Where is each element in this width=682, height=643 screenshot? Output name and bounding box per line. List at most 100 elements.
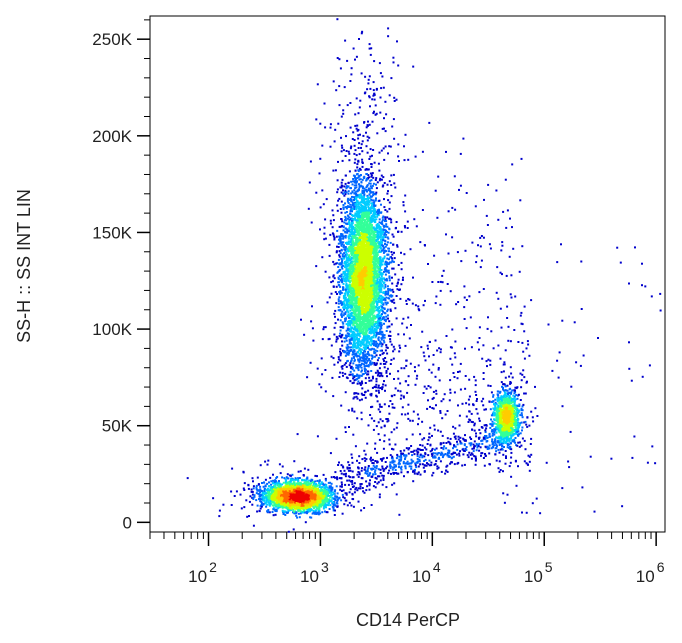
event-dot: [332, 509, 335, 512]
event-dot: [363, 194, 366, 197]
event-dot: [319, 496, 322, 499]
event-dot: [360, 240, 363, 243]
event-dot: [347, 469, 350, 472]
event-dot: [340, 181, 343, 184]
event-dot: [344, 362, 347, 365]
event-dot: [302, 474, 305, 477]
event-dot: [302, 509, 305, 511]
event-dot: [365, 320, 368, 323]
event-dot: [363, 365, 366, 368]
event-dot: [328, 485, 331, 488]
event-dot: [266, 503, 269, 506]
event-dot: [341, 483, 343, 486]
event-dot: [245, 499, 248, 502]
event-dot: [334, 504, 337, 507]
event-dot: [320, 489, 323, 492]
event-dot: [324, 270, 327, 273]
event-dot: [428, 121, 431, 124]
event-dot: [314, 505, 317, 508]
event-dot: [317, 513, 320, 516]
event-dot: [277, 502, 280, 505]
event-dot: [351, 382, 354, 385]
event-dot: [319, 512, 322, 515]
event-dot: [312, 484, 315, 487]
event-dot: [356, 166, 359, 169]
event-dot: [243, 482, 246, 485]
event-dot: [252, 497, 255, 499]
event-dot: [394, 307, 397, 310]
event-dot: [340, 277, 343, 280]
event-dot: [270, 483, 272, 486]
event-dot: [404, 194, 407, 197]
event-dot: [373, 350, 376, 353]
event-dot: [349, 290, 352, 293]
event-dot: [324, 369, 327, 371]
event-dot: [340, 490, 343, 492]
event-dot: [313, 494, 316, 497]
event-dot: [339, 225, 342, 228]
event-dot: [354, 292, 357, 295]
event-dot: [321, 486, 324, 489]
event-dot: [391, 282, 394, 285]
event-dot: [313, 489, 316, 492]
event-dot: [303, 333, 306, 336]
event-dot: [300, 482, 303, 485]
event-dot: [274, 498, 277, 501]
event-dot: [278, 495, 281, 498]
event-dot: [391, 233, 394, 236]
event-dot: [377, 295, 379, 298]
event-dot: [281, 505, 284, 508]
event-dot: [265, 499, 268, 502]
event-dot: [358, 311, 361, 314]
event-dot: [264, 478, 267, 481]
event-dot: [325, 493, 328, 496]
event-dot: [259, 489, 262, 492]
event-dot: [379, 328, 382, 331]
event-dot: [337, 160, 339, 163]
event-dot: [344, 217, 347, 220]
event-dot: [314, 474, 317, 477]
event-dot: [304, 479, 307, 482]
event-dot: [290, 508, 292, 511]
event-dot: [347, 320, 349, 323]
event-dot: [288, 490, 291, 493]
event-dot: [261, 504, 264, 506]
event-dot: [351, 319, 354, 322]
event-dot: [289, 504, 291, 507]
event-dot: [269, 496, 272, 499]
event-dot: [302, 493, 305, 496]
event-dot: [260, 498, 263, 501]
event-dot: [309, 480, 312, 483]
event-dot: [346, 351, 349, 354]
event-dot: [315, 191, 318, 194]
event-dot: [265, 494, 267, 497]
event-dot: [377, 294, 380, 297]
event-dot: [310, 497, 313, 500]
event-dot: [275, 492, 278, 495]
event-dot: [230, 504, 233, 506]
event-dot: [276, 500, 279, 503]
event-dot: [365, 186, 368, 189]
event-dot: [301, 498, 304, 501]
event-dot: [258, 489, 261, 492]
event-dot: [354, 219, 357, 222]
event-dot: [346, 504, 349, 507]
event-dot: [385, 371, 388, 374]
event-dot: [274, 504, 277, 506]
event-dot: [319, 486, 322, 489]
event-dot: [300, 489, 303, 492]
event-dot: [272, 482, 275, 485]
event-dot: [273, 488, 275, 491]
event-dot: [395, 295, 398, 297]
event-dot: [370, 504, 373, 506]
event-dot: [322, 203, 325, 206]
event-dot: [339, 319, 342, 322]
event-dot: [287, 507, 290, 510]
event-dot: [299, 512, 302, 515]
event-dot: [251, 503, 254, 506]
event-dot: [330, 486, 332, 489]
event-dot: [333, 140, 336, 143]
event-dot: [371, 361, 374, 364]
event-dot: [354, 328, 357, 331]
event-dot: [380, 87, 383, 90]
